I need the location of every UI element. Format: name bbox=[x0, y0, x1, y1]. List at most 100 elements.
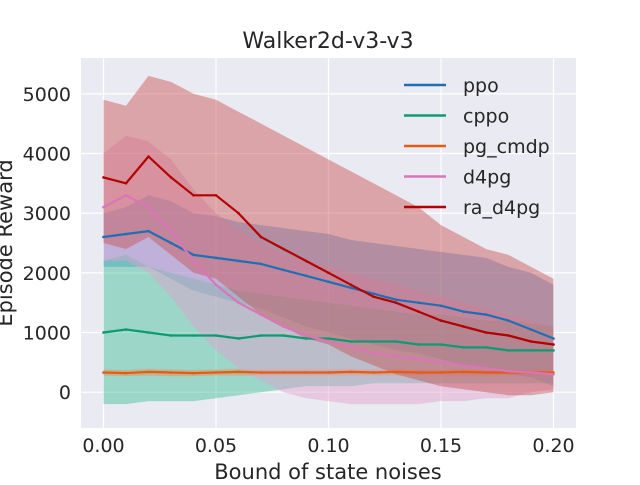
pg_cmdp-point bbox=[462, 370, 465, 374]
ppo-point bbox=[237, 259, 240, 263]
cppo-point bbox=[282, 334, 285, 337]
ppo-point bbox=[484, 313, 488, 316]
grid-lines bbox=[81, 58, 576, 428]
d4pg-point bbox=[102, 205, 105, 209]
pg_cmdp-point bbox=[147, 370, 150, 374]
legend-label-cppo: cppo bbox=[463, 106, 509, 128]
pg_cmdp-point bbox=[304, 371, 308, 374]
ra_d4pg-point bbox=[237, 211, 240, 215]
ra_d4pg-point bbox=[192, 194, 195, 197]
x-tick-label: 0.00 bbox=[82, 435, 124, 457]
cppo-point bbox=[259, 334, 263, 337]
ra_d4pg-point bbox=[327, 271, 330, 275]
d4pg-point bbox=[169, 229, 173, 233]
y-axis-label: Episode Reward bbox=[0, 159, 17, 326]
d4pg-point bbox=[214, 283, 218, 287]
ra_d4pg-point bbox=[484, 331, 488, 334]
ppo-point bbox=[529, 328, 533, 331]
ra_d4pg-point bbox=[169, 176, 173, 179]
legend-label-ppo: ppo bbox=[463, 75, 499, 97]
legend: ppo cppo pg_cmdp d4pg ra_d4pg bbox=[404, 75, 550, 219]
x-tick-labels: 0.00 0.05 0.10 0.15 0.20 bbox=[82, 435, 574, 457]
pg_cmdp-point bbox=[192, 371, 195, 375]
cppo-point bbox=[372, 340, 375, 343]
pg_cmdp-point bbox=[439, 371, 443, 374]
ra_d4pg-point bbox=[304, 259, 308, 263]
ra_d4pg-point bbox=[552, 343, 555, 346]
ppo-point bbox=[439, 304, 443, 308]
d4pg-point bbox=[439, 361, 443, 364]
ra_d4pg-point bbox=[124, 182, 128, 185]
ra_d4pg-point bbox=[147, 155, 150, 158]
cppo-point bbox=[507, 349, 510, 352]
x-tick-label: 0.15 bbox=[420, 435, 462, 457]
ra_d4pg-point bbox=[259, 235, 263, 239]
d4pg-point bbox=[327, 340, 330, 343]
ppo-point bbox=[282, 268, 285, 272]
cppo-point bbox=[462, 346, 465, 349]
y-tick-labels: 0 1000 2000 3000 4000 5000 bbox=[23, 84, 71, 404]
cppo-point bbox=[192, 334, 195, 337]
ra_d4pg-point bbox=[529, 340, 533, 343]
cppo-point bbox=[349, 340, 353, 343]
pg_cmdp-point bbox=[394, 370, 398, 374]
cppo-point bbox=[417, 343, 420, 346]
d4pg-point bbox=[529, 371, 533, 374]
cppo-point bbox=[124, 328, 128, 331]
x-tick-label: 0.20 bbox=[532, 435, 574, 457]
ra_d4pg-point bbox=[372, 295, 375, 299]
cppo-point bbox=[552, 349, 555, 352]
ra_d4pg-point bbox=[214, 194, 218, 197]
pg_cmdp-point bbox=[484, 371, 488, 374]
pg_cmdp-point bbox=[282, 371, 285, 374]
series-lines bbox=[102, 155, 555, 376]
legend-label-d4pg: d4pg bbox=[463, 167, 511, 189]
ppo-point bbox=[214, 256, 218, 260]
x-tick-label: 0.05 bbox=[195, 435, 237, 457]
legend-label-pg_cmdp: pg_cmdp bbox=[463, 136, 550, 158]
legend-label-ra_d4pg: ra_d4pg bbox=[463, 197, 540, 219]
cppo-confidence-band bbox=[103, 254, 554, 405]
ra_d4pg-point bbox=[349, 283, 353, 287]
ra_d4pg-point bbox=[417, 310, 420, 313]
ppo-point bbox=[372, 292, 375, 296]
d4pg-point bbox=[147, 205, 150, 209]
ppo-point bbox=[394, 298, 398, 302]
ra_d4pg-confidence-band bbox=[103, 75, 554, 396]
ppo-point bbox=[169, 241, 173, 245]
y-tick-label: 5000 bbox=[23, 84, 71, 106]
cppo-point bbox=[304, 337, 308, 340]
d4pg-point bbox=[462, 364, 465, 367]
ppo-point bbox=[417, 301, 420, 305]
cppo-point bbox=[102, 331, 105, 334]
ra_d4pg-point bbox=[394, 301, 398, 305]
x-tick-label: 0.10 bbox=[307, 435, 349, 457]
cppo-point bbox=[394, 340, 398, 343]
confidence-bands bbox=[103, 75, 554, 405]
ra_d4pg-point bbox=[507, 334, 510, 337]
pg_cmdp-point bbox=[327, 371, 330, 374]
ppo-point bbox=[192, 253, 195, 257]
cppo-point bbox=[529, 349, 533, 352]
d4pg-point bbox=[372, 352, 375, 355]
ppo-point bbox=[124, 232, 128, 236]
y-tick-label: 1000 bbox=[23, 323, 71, 345]
d4pg-confidence-band bbox=[103, 135, 554, 405]
pg_cmdp-point bbox=[372, 371, 375, 374]
d4pg-point bbox=[417, 358, 420, 361]
pg_cmdp-point bbox=[237, 370, 240, 374]
y-tick-label: 4000 bbox=[23, 143, 71, 165]
cppo-point bbox=[237, 337, 240, 340]
pg_cmdp-point bbox=[214, 371, 218, 374]
d4pg-point bbox=[394, 355, 398, 358]
ppo-confidence-band bbox=[103, 195, 554, 387]
ppo-point bbox=[259, 262, 263, 266]
pg_cmdp-point bbox=[169, 371, 173, 374]
ra_d4pg-point bbox=[102, 176, 105, 179]
ra_d4pg-point bbox=[439, 319, 443, 322]
d4pg-point bbox=[282, 325, 285, 328]
ppo-point bbox=[349, 286, 353, 290]
d4pg-point bbox=[507, 370, 510, 373]
